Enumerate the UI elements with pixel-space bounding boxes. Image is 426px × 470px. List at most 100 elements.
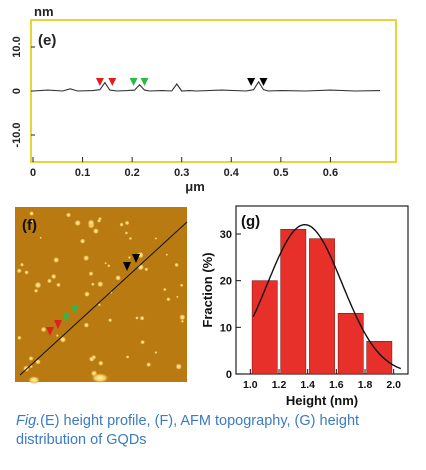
afm-particle xyxy=(91,282,95,287)
afm-marker-triangle xyxy=(132,254,140,263)
afm-particle xyxy=(16,268,22,274)
afm-particle xyxy=(165,253,169,256)
x-axis-ticks: 1.0 1.2 1.4 1.6 1.8 2.0 xyxy=(243,369,401,391)
afm-topography-panel: (f) xyxy=(15,207,188,384)
histogram-bar xyxy=(280,229,307,375)
afm-particle xyxy=(180,319,184,323)
afm-particle xyxy=(33,288,39,293)
y-tick-label: 0 xyxy=(226,369,232,381)
afm-particle xyxy=(39,236,42,239)
y-axis-ticks: 10.0 0 -10.0 xyxy=(11,36,35,148)
afm-particle xyxy=(29,211,35,216)
afm-particle xyxy=(50,273,57,280)
profile-marker-triangle xyxy=(247,78,256,86)
afm-particle xyxy=(107,264,111,268)
afm-particle xyxy=(146,362,152,368)
y-tick-label: 10 xyxy=(220,322,232,334)
x-axis-title: μm xyxy=(185,179,205,194)
afm-particle xyxy=(179,314,186,321)
afm-particle xyxy=(19,262,25,267)
afm-particle xyxy=(166,297,171,302)
afm-particle xyxy=(124,220,130,226)
afm-particle xyxy=(97,281,104,288)
afm-marker-triangle xyxy=(71,305,79,314)
afm-particle xyxy=(83,322,90,328)
afm-particle xyxy=(17,335,22,341)
profile-marker-triangle xyxy=(108,78,117,86)
afm-particle xyxy=(40,326,47,333)
x-tick-label: 1.0 xyxy=(243,379,258,391)
afm-particle xyxy=(46,278,52,284)
profile-marker-triangle xyxy=(129,78,138,86)
afm-particle xyxy=(91,373,109,383)
afm-particle xyxy=(119,222,124,227)
afm-particle xyxy=(179,283,184,288)
afm-particle xyxy=(98,360,104,367)
histogram-bars xyxy=(251,229,393,375)
afm-particle xyxy=(79,238,86,244)
afm-particle xyxy=(30,220,34,224)
afm-particle xyxy=(163,287,167,292)
afm-markers xyxy=(46,254,140,336)
afm-marker-triangle xyxy=(46,327,54,336)
profile-markers xyxy=(95,78,268,86)
caption-text: (E) height profile, (F), AFM topography,… xyxy=(16,413,360,448)
afm-particle xyxy=(55,334,59,338)
afm-particle xyxy=(175,363,182,370)
profile-marker-triangle xyxy=(140,78,149,86)
panel-label-e: (e) xyxy=(38,32,56,49)
afm-marker-triangle xyxy=(123,262,131,271)
profile-marker-triangle xyxy=(259,78,268,86)
x-axis-title: Height (nm) xyxy=(286,393,358,408)
afm-particle xyxy=(24,270,29,275)
x-tick-label: 1.6 xyxy=(329,379,344,391)
afm-marker-triangle xyxy=(62,313,70,322)
afm-particle xyxy=(83,255,90,262)
height-profile-panel: nm (e) 10.0 0 -10.0 0 0.1 0.2 0.3 0.4 0.5 0.6 μm xyxy=(11,4,397,194)
histogram-bar xyxy=(309,238,335,375)
y-tick-label: 0 xyxy=(11,88,23,94)
afm-particle xyxy=(140,339,146,345)
profile-marker-triangle xyxy=(95,78,104,86)
panel-label-f: (f) xyxy=(22,217,37,234)
afm-particle xyxy=(174,262,179,268)
x-tick-label: 2.0 xyxy=(386,379,401,391)
gaussian-fit-curve xyxy=(252,224,402,370)
afm-particle xyxy=(35,359,41,365)
afm-particle xyxy=(127,255,132,260)
afm-particle xyxy=(176,295,179,299)
afm-particle xyxy=(92,228,99,235)
afm-particle xyxy=(56,282,61,288)
x-tick-label: 0.2 xyxy=(124,167,139,179)
height-profile-line xyxy=(32,80,381,92)
afm-particle xyxy=(108,318,113,323)
x-tick-label: 0.1 xyxy=(75,167,90,179)
afm-particle xyxy=(59,336,67,343)
y-tick-label: -10.0 xyxy=(11,122,23,147)
y-unit-label: nm xyxy=(34,4,54,19)
x-tick-label: 0.5 xyxy=(273,167,288,179)
afm-particle xyxy=(139,315,145,321)
x-tick-label: 0.6 xyxy=(323,167,338,179)
afm-particle xyxy=(125,355,130,359)
afm-particle xyxy=(34,281,42,289)
histogram-bar xyxy=(251,280,278,375)
afm-particle xyxy=(65,212,72,218)
afm-particle xyxy=(88,356,95,362)
afm-particle xyxy=(97,218,102,223)
afm-particle xyxy=(87,219,95,227)
afm-particle xyxy=(154,351,158,354)
afm-particle xyxy=(74,219,81,227)
afm-particle xyxy=(115,274,122,281)
y-axis-title: Fraction (%) xyxy=(200,252,215,327)
afm-particle xyxy=(144,267,149,272)
x-tick-label: 0.4 xyxy=(224,167,240,179)
afm-particle xyxy=(84,291,90,297)
afm-particle xyxy=(128,236,133,241)
height-histogram-panel: (g) 0 10 20 30 1.0 1.2 1.4 1.6 1.8 2.0 Fraction … xyxy=(200,205,409,408)
afm-marker-triangle xyxy=(54,320,62,329)
afm-particle xyxy=(28,376,40,384)
afm-particle xyxy=(97,303,101,307)
x-tick-label: 1.8 xyxy=(358,379,373,391)
